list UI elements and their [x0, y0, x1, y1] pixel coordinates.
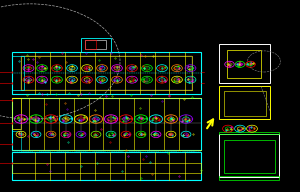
Bar	[219, 132, 279, 134]
Bar	[224, 140, 274, 173]
Bar	[219, 44, 270, 83]
Bar	[12, 52, 201, 94]
Bar	[226, 50, 261, 78]
Bar	[12, 98, 21, 129]
Bar	[12, 131, 21, 150]
Bar	[219, 134, 279, 177]
Bar	[85, 40, 106, 49]
Bar	[81, 38, 111, 52]
Bar	[12, 56, 24, 90]
Bar	[219, 86, 270, 119]
Bar	[85, 40, 96, 49]
Bar	[224, 91, 266, 116]
Bar	[12, 98, 201, 150]
Bar	[12, 163, 201, 173]
Bar	[21, 56, 192, 90]
Bar	[21, 56, 192, 90]
Bar	[219, 176, 279, 180]
Bar	[12, 152, 201, 180]
